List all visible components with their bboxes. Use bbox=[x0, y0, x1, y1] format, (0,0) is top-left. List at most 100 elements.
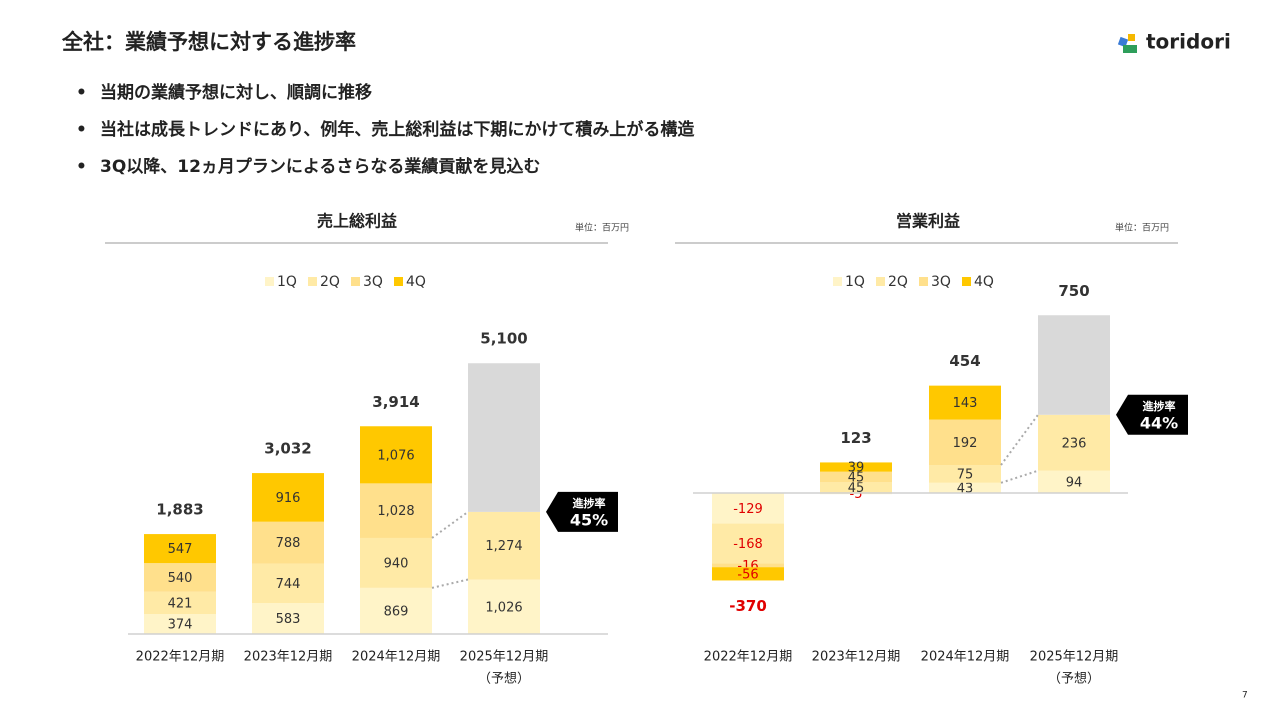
bar-segment bbox=[820, 462, 892, 472]
category-label: 2022年12月期 bbox=[136, 650, 225, 665]
segment-label: 1,028 bbox=[377, 504, 414, 519]
legend-label: 3Q bbox=[363, 274, 383, 290]
legend-label: 3Q bbox=[931, 274, 951, 290]
legend-swatch bbox=[962, 277, 971, 286]
segment-label: 540 bbox=[168, 571, 193, 586]
segment-label: 94 bbox=[1066, 475, 1083, 490]
connector bbox=[431, 511, 469, 539]
total-label: 3,032 bbox=[264, 440, 311, 458]
category-label: 2022年12月期 bbox=[704, 650, 793, 665]
svg-text:•: • bbox=[76, 83, 87, 103]
category-label: 2024年12月期 bbox=[921, 650, 1010, 665]
bar-segment bbox=[929, 482, 1001, 493]
category-label: 2024年12月期 bbox=[352, 650, 441, 665]
bar-segment bbox=[712, 567, 784, 581]
progress-value: 44% bbox=[1140, 413, 1178, 432]
segment-label: 374 bbox=[168, 618, 193, 633]
segment-label: 940 bbox=[384, 556, 409, 571]
slide-title: 全社：業績予想に対する進捗率 bbox=[61, 30, 356, 54]
legend-label: 4Q bbox=[974, 274, 994, 290]
category-note: （予想） bbox=[478, 671, 530, 687]
legend-label: 2Q bbox=[320, 274, 340, 290]
chart-title: 売上総利益 bbox=[317, 212, 397, 231]
legend-swatch bbox=[394, 277, 403, 286]
bar-segment bbox=[144, 563, 216, 592]
segment-label: 869 bbox=[384, 604, 409, 619]
unit-label: 単位：百万円 bbox=[575, 222, 629, 234]
segment-label: 744 bbox=[276, 577, 301, 592]
bar-segment bbox=[252, 563, 324, 604]
legend-label: 1Q bbox=[845, 274, 865, 290]
total-label: 1,883 bbox=[156, 501, 203, 519]
bar-segment bbox=[929, 419, 1001, 466]
connector bbox=[1000, 414, 1039, 466]
total-label: -370 bbox=[729, 597, 767, 615]
bullet: 当期の業績予想に対し、順調に推移 bbox=[100, 82, 372, 103]
category-label: 2023年12月期 bbox=[812, 650, 901, 665]
bar-segment bbox=[468, 363, 540, 512]
progress-label: 進捗率 bbox=[573, 496, 606, 510]
segment-label: 788 bbox=[276, 536, 301, 551]
segment-label: 1,076 bbox=[377, 448, 414, 463]
segment-label: 43 bbox=[957, 481, 974, 496]
segment-label: -129 bbox=[733, 502, 763, 517]
segment-label: 583 bbox=[276, 612, 301, 627]
bar-segment bbox=[360, 483, 432, 538]
total-label: 454 bbox=[949, 352, 980, 370]
legend-swatch bbox=[265, 277, 274, 286]
bar-segment bbox=[1038, 470, 1110, 493]
bar-segment bbox=[144, 534, 216, 564]
bar-segment bbox=[252, 603, 324, 634]
bullets: • 当期の業績予想に対し、順調に推移 • 当社は成長トレンドにあり、例年、売上総… bbox=[76, 82, 695, 177]
segment-label: 75 bbox=[957, 467, 974, 482]
segment-label: -168 bbox=[733, 537, 763, 552]
bar-segment bbox=[468, 579, 540, 634]
bar-segment bbox=[929, 385, 1001, 420]
connector bbox=[1000, 469, 1039, 484]
bar-segment bbox=[252, 473, 324, 522]
legend-swatch bbox=[833, 277, 842, 286]
category-label: 2023年12月期 bbox=[244, 650, 333, 665]
category-label: 2025年12月期 bbox=[460, 650, 549, 665]
legend-label: 4Q bbox=[406, 274, 426, 290]
logo: toridori bbox=[1117, 30, 1231, 54]
logo-text: toridori bbox=[1146, 30, 1231, 54]
legend-swatch bbox=[351, 277, 360, 286]
bar-segment bbox=[252, 521, 324, 564]
legend-swatch bbox=[308, 277, 317, 286]
bar-segment bbox=[360, 587, 432, 634]
bar-segment bbox=[360, 537, 432, 588]
legend-label: 1Q bbox=[277, 274, 297, 290]
progress-label: 進捗率 bbox=[1143, 399, 1176, 413]
category-label: 2025年12月期 bbox=[1030, 650, 1119, 665]
segment-label: 192 bbox=[953, 436, 978, 451]
segment-label: 1,274 bbox=[485, 539, 522, 554]
svg-text:•: • bbox=[76, 157, 87, 177]
bar-segment bbox=[820, 482, 892, 493]
progress-callout bbox=[546, 491, 618, 532]
bar-segment bbox=[820, 471, 892, 483]
total-label: 750 bbox=[1058, 282, 1089, 300]
total-label: 5,100 bbox=[480, 330, 527, 348]
svg-text:•: • bbox=[76, 120, 87, 140]
bar-segment bbox=[712, 563, 784, 568]
connector bbox=[431, 578, 469, 589]
total-label: 123 bbox=[840, 429, 871, 447]
legend-swatch bbox=[876, 277, 885, 286]
legend-swatch bbox=[919, 277, 928, 286]
segment-label: 1,026 bbox=[485, 600, 522, 615]
bar-segment bbox=[1038, 414, 1110, 471]
bullet: 3Q以降、12ヵ月プランによるさらなる業績貢献を見込む bbox=[100, 156, 540, 177]
segment-label: 236 bbox=[1062, 436, 1087, 451]
bar-segment bbox=[144, 614, 216, 634]
bullet: 当社は成長トレンドにあり、例年、売上総利益は下期にかけて積み上がる構造 bbox=[100, 119, 695, 140]
segment-label: 547 bbox=[168, 542, 193, 557]
bar-segment bbox=[360, 426, 432, 484]
unit-label: 単位：百万円 bbox=[1115, 222, 1169, 234]
bar-segment bbox=[929, 465, 1001, 483]
segment-label: 39 bbox=[848, 461, 865, 476]
bar-segment bbox=[468, 511, 540, 580]
bar-segment bbox=[712, 493, 784, 524]
category-note: （予想） bbox=[1048, 671, 1100, 687]
